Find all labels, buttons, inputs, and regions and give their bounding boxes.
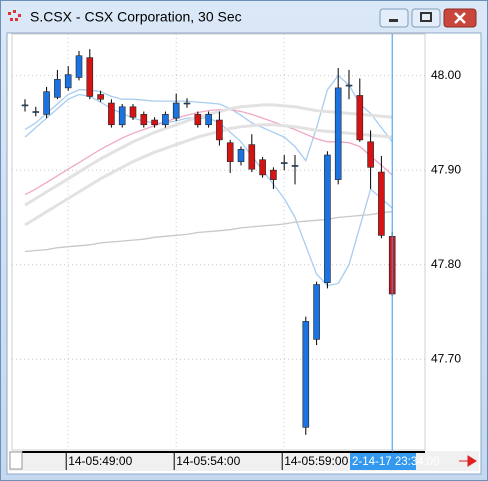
close-button[interactable] xyxy=(443,8,477,28)
candle-body xyxy=(54,79,61,98)
candle-body xyxy=(129,106,137,118)
candle-body xyxy=(280,162,288,164)
indicator-line xyxy=(24,108,393,196)
candle-body xyxy=(43,91,50,115)
candle-body xyxy=(248,144,256,170)
maximize-button[interactable] xyxy=(411,8,441,28)
minimize-button[interactable] xyxy=(379,8,409,28)
candle-body xyxy=(270,169,277,180)
candle-body xyxy=(32,111,40,113)
candle-body xyxy=(345,84,353,87)
candle-body xyxy=(97,94,104,100)
candle-body xyxy=(75,55,83,78)
scroll-right-arrow[interactable] xyxy=(459,455,477,467)
candle-body xyxy=(162,114,169,126)
candle-body xyxy=(291,165,299,167)
candle-body xyxy=(118,106,126,126)
x-tick-label: 14-05:49:00 xyxy=(68,454,132,468)
y-tick-label: 47.70 xyxy=(431,351,461,365)
candle-body xyxy=(302,321,310,428)
indicator-line xyxy=(24,211,393,253)
candle-body xyxy=(378,171,385,236)
candle-body xyxy=(205,114,212,126)
candle-body xyxy=(183,102,191,105)
candle-body xyxy=(226,142,234,162)
app-icon xyxy=(8,10,21,21)
candle-body xyxy=(367,141,374,168)
candle-body xyxy=(64,74,72,89)
indicator-line xyxy=(24,123,393,227)
candle-body xyxy=(21,104,29,107)
candle-body xyxy=(194,114,202,126)
candle-body xyxy=(108,102,115,126)
indicator-line xyxy=(24,74,393,163)
y-tick-label: 47.90 xyxy=(431,162,461,176)
window-title: S.CSX - CSX Corporation, 30 Sec xyxy=(30,9,242,25)
candle-body xyxy=(86,57,94,97)
candle-body xyxy=(259,159,266,176)
cursor-label: 2-14-17 23:34:00 xyxy=(352,456,440,468)
candle-body xyxy=(151,119,158,126)
candle-body xyxy=(324,154,331,283)
candle-body xyxy=(356,95,364,141)
scroll-box[interactable] xyxy=(9,451,23,470)
y-tick-label: 47.80 xyxy=(431,257,461,271)
cursor-label-box xyxy=(350,453,416,470)
y-tick-label: 48.00 xyxy=(431,68,461,82)
candle-body xyxy=(172,102,180,119)
candle-body xyxy=(237,149,245,162)
candle-body xyxy=(313,284,320,340)
candle-body xyxy=(334,87,342,180)
candle-body xyxy=(140,114,148,126)
candle-body xyxy=(216,119,223,141)
x-tick-label: 14-05:59:00 xyxy=(284,454,348,468)
x-tick-label: 14-05:54:00 xyxy=(176,454,240,468)
